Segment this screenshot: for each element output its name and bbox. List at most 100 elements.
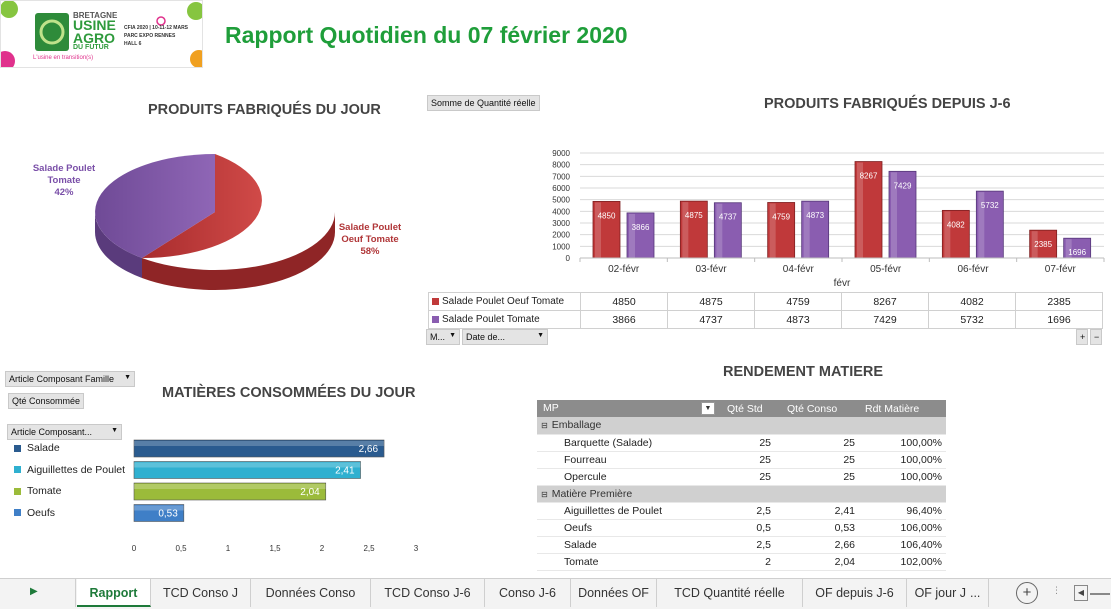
hbar-3[interactable] [133, 504, 185, 522]
y-tick-label: 4000 [552, 207, 570, 216]
hbar-highlight [134, 462, 361, 468]
pie-label-tomate-line2: Tomate [47, 175, 81, 186]
bar-tomate[interactable] [626, 212, 655, 259]
data-table-cell: 4850 [580, 292, 668, 311]
legend-swatch [14, 509, 21, 517]
pie-label-tomate: Salade Poulet Tomate 42% [28, 163, 100, 199]
value-cell: 100,00% [859, 451, 946, 469]
sheet-tab-1[interactable]: TCD Conso J [151, 579, 251, 607]
sheet-tab-2[interactable]: Données Conso [251, 579, 371, 607]
sheet-tab-0[interactable]: Rapport [77, 579, 151, 607]
sheet-tab-3[interactable]: TCD Conso J-6 [371, 579, 485, 607]
sheet-tab-label: TCD Conso J-6 [384, 586, 471, 600]
bar-oeuf-tomate[interactable] [1029, 229, 1058, 259]
x-tick-label: 0 [132, 544, 137, 553]
dropdown-arrow-icon[interactable]: ▼ [701, 402, 715, 415]
tab-next-icon[interactable]: ▶ [30, 586, 38, 597]
pie-label-oeuf-line2: Oeuf Tomate [341, 234, 399, 245]
value-cell: 25 [721, 468, 781, 486]
logo-text-1: BRETAGNE [73, 11, 118, 20]
bar-oeuf-tomate[interactable] [941, 209, 970, 259]
filter-date-label: Date de... [466, 332, 506, 342]
value-cell: 2,5 [721, 502, 781, 520]
group-row[interactable]: ⊟ Emballage [537, 417, 946, 435]
value-cell: 0,5 [721, 519, 781, 537]
collapse-button[interactable]: − [1090, 329, 1102, 345]
sheet-tab-5[interactable]: Données OF [571, 579, 657, 607]
group-cell: ⊟ Matière Première [537, 485, 946, 503]
filter-famille-label: Article Composant Famille [9, 374, 115, 384]
group-label: Matière Première [551, 487, 633, 500]
legend-swatch [14, 487, 21, 495]
bar-highlight [629, 213, 635, 258]
value-cell: 25 [781, 451, 859, 469]
bar-highlight [1031, 231, 1038, 258]
bar-oeuf-tomate[interactable] [679, 200, 708, 259]
bar-highlight [682, 202, 689, 258]
logo-text-2: USINE [73, 17, 116, 33]
hbar-data-label: 2,04 [300, 487, 320, 498]
more-options-icon[interactable]: ⋮ [1052, 585, 1061, 595]
header-mp[interactable]: MP ▼ [537, 400, 721, 417]
bar-data-label: 1696 [1068, 248, 1086, 257]
sheet-tab-7[interactable]: OF depuis J-6 [803, 579, 907, 607]
bar-chart-data-table: Salade Poulet Oeuf Tomate 4850 4875 4759 826… [428, 292, 1103, 329]
filter-m-button[interactable]: M... ▼ [426, 329, 460, 345]
y-tick-label: 7000 [552, 172, 570, 181]
bar-oeuf-tomate[interactable] [767, 202, 796, 259]
legend-series-name: Salade Poulet Oeuf Tomate [442, 296, 565, 307]
filter-article-button[interactable]: Article Composant... ▼ [7, 424, 122, 440]
logo-text-3: AGRO [73, 30, 115, 46]
matieres-chart-title: MATIÈRES CONSOMMÉES DU JOUR [162, 385, 416, 401]
collapse-icon[interactable]: ⊟ [541, 421, 548, 431]
bar-oeuf-tomate[interactable] [592, 201, 621, 259]
pie-slice-tomate[interactable] [95, 154, 215, 258]
qte-consommee-button[interactable]: Qté Consommée [8, 393, 85, 409]
bar-tomate[interactable] [975, 190, 1004, 259]
y-tick-label: 6000 [552, 184, 570, 193]
bar-highlight [716, 203, 723, 258]
pie-slice-oeuf-tomate[interactable] [142, 154, 262, 258]
bar-highlight [1065, 239, 1072, 258]
bar-data-label: 3866 [632, 223, 650, 232]
bar-data-label: 5732 [981, 201, 999, 210]
data-table-cell: 4873 [754, 310, 842, 329]
sheet-tab-8[interactable]: OF jour J... [907, 579, 989, 607]
bar-tomate[interactable] [888, 170, 917, 259]
pie-chart [95, 154, 335, 290]
bar-data-label: 8267 [860, 172, 878, 181]
data-table-cell: 4759 [754, 292, 842, 311]
sheet-tab-6[interactable]: TCD Quantité réelle [657, 579, 803, 607]
data-table-cell: 4737 [667, 310, 755, 329]
x-tick-label: 3 [414, 544, 419, 553]
scroll-left-icon[interactable]: ◀ [1074, 585, 1088, 601]
add-sheet-icon[interactable]: + [1016, 582, 1038, 604]
bar-highlight [978, 192, 985, 258]
filter-article-label: Article Composant... [11, 427, 93, 437]
x-tick-label: 2,5 [363, 544, 375, 553]
rendement-table: MP ▼ Qté Std Qté Conso Rdt Matière ⊟ Embal… [537, 400, 946, 571]
tab-more-icon[interactable]: ... [969, 586, 981, 600]
hbar-2[interactable] [133, 482, 327, 501]
value-cell: 102,00% [859, 553, 946, 571]
hbar-1[interactable] [133, 461, 361, 479]
value-cell: 2,04 [781, 553, 859, 571]
pie-label-oeuf-line1: Salade Poulet [338, 222, 402, 233]
value-field-button[interactable]: Somme de Quantité réelle [427, 95, 540, 111]
sheet-tab-4[interactable]: Conso J-6 [485, 579, 571, 607]
collapse-icon[interactable]: ⊟ [541, 489, 548, 499]
bar-oeuf-tomate[interactable] [854, 161, 883, 259]
hbar-0[interactable] [133, 439, 385, 458]
expand-button[interactable]: + [1076, 329, 1088, 345]
group-row[interactable]: ⊟ Matière Première [537, 485, 946, 503]
filter-famille-button[interactable]: Article Composant Famille ▼ [5, 371, 135, 387]
table-row: Salade 2,5 2,66 106,40% [537, 536, 946, 554]
filter-date-button[interactable]: Date de... ▼ [462, 329, 548, 345]
hbar-highlight [134, 441, 385, 446]
horizontal-scrollbar[interactable] [1090, 593, 1110, 595]
legend-series-name: Salade Poulet Tomate [442, 314, 540, 325]
x-tick-label: 0,5 [175, 544, 187, 553]
value-cell: 25 [721, 451, 781, 469]
x-tick-label: 2 [320, 544, 325, 553]
legend-swatch [432, 315, 439, 323]
